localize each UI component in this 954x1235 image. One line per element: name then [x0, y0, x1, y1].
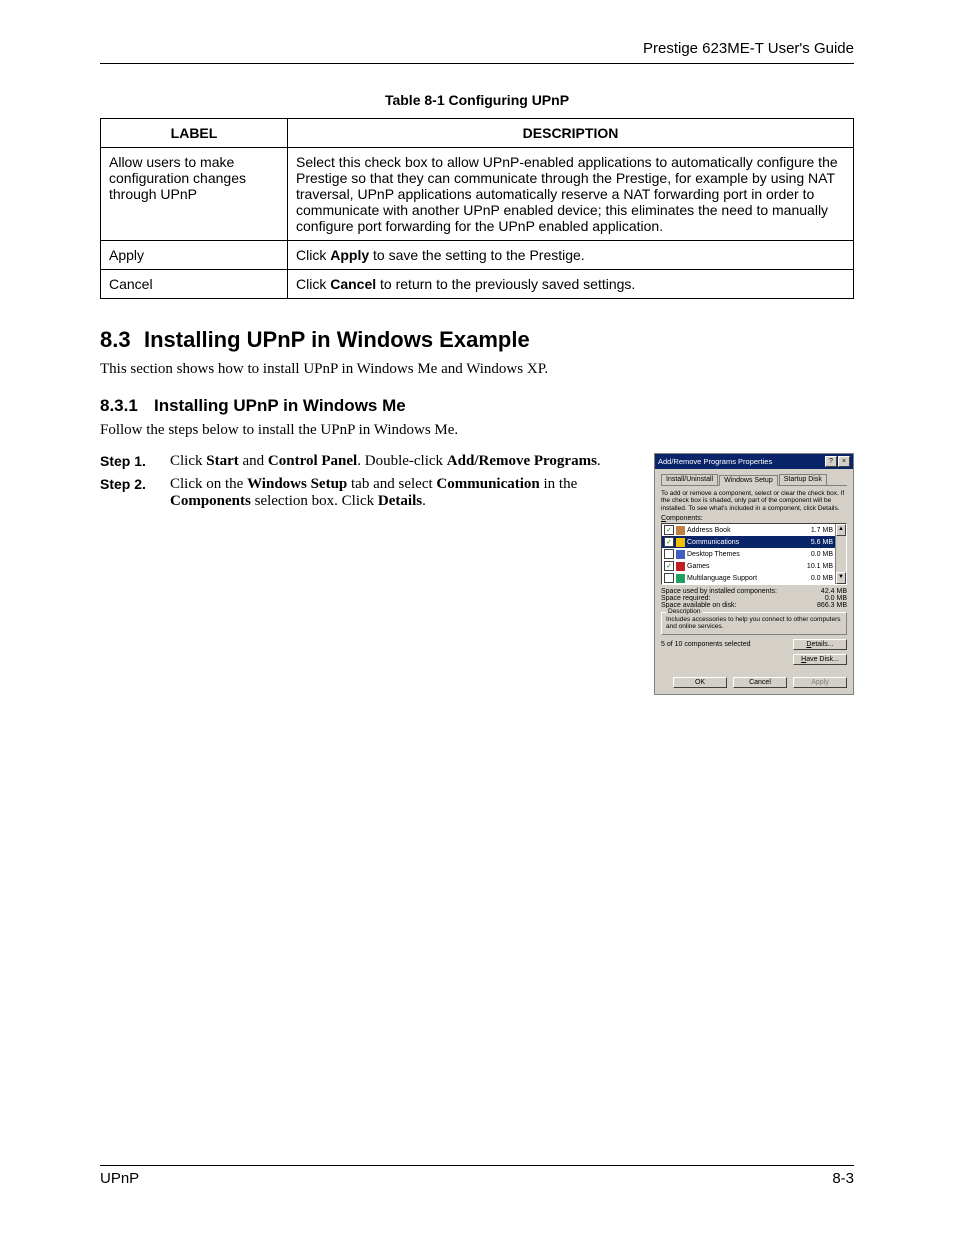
stat-value: 0.0 MB [825, 595, 847, 602]
have-disk-button[interactable]: Have Disk... [793, 654, 847, 665]
header-rule [100, 63, 854, 64]
components-label: Components: [661, 515, 847, 522]
table-row: Allow users to make configuration change… [101, 148, 854, 241]
dialog-screenshot: Add/Remove Programs Properties ?× Instal… [654, 453, 854, 695]
component-name: Address Book [687, 527, 731, 534]
help-icon[interactable]: ? [825, 456, 837, 467]
description-group: Description Includes accessories to help… [661, 612, 847, 635]
subsection-intro: Follow the steps below to install the UP… [100, 422, 854, 439]
table-row: CancelClick Cancel to return to the prev… [101, 270, 854, 299]
stat-row: Space required: 0.0 MB [661, 595, 847, 602]
subsection-heading: 8.3.1Installing UPnP in Windows Me [100, 396, 854, 416]
header-product-title: Prestige 623ME-T User's Guide [100, 40, 854, 57]
dialog-tab[interactable]: Startup Disk [779, 474, 827, 485]
dialog-tab[interactable]: Windows Setup [719, 475, 778, 486]
dialog-tabs: Install/UninstallWindows SetupStartup Di… [661, 474, 847, 486]
component-name: Communications [687, 539, 739, 546]
component-list-item[interactable]: Desktop Themes 0.0 MB [662, 548, 835, 560]
dialog-instructions: To add or remove a component, select or … [661, 490, 847, 512]
step-text: Click Start and Control Panel. Double-cl… [170, 453, 640, 470]
component-size: 10.1 MB [807, 563, 833, 570]
section-title: Installing UPnP in Windows Example [144, 327, 530, 352]
checkbox-icon[interactable]: ✓ [664, 561, 674, 571]
checkbox-icon[interactable]: ✓ [664, 525, 674, 535]
component-icon [676, 574, 685, 583]
component-name: Desktop Themes [687, 551, 740, 558]
step-label: Step 1. [100, 453, 170, 470]
dialog-titlebar: Add/Remove Programs Properties ?× [655, 454, 853, 469]
checkbox-icon[interactable] [664, 549, 674, 559]
dialog-tab[interactable]: Install/Uninstall [661, 474, 718, 485]
table-cell-label: Allow users to make configuration change… [101, 148, 288, 241]
space-stats: Space used by installed components: 42.4 … [661, 588, 847, 609]
table-row: ApplyClick Apply to save the setting to … [101, 241, 854, 270]
apply-button[interactable]: Apply [793, 677, 847, 688]
page-footer: UPnP 8-3 [100, 1165, 854, 1187]
table-cell-description: Click Apply to save the setting to the P… [288, 241, 854, 270]
component-size: 5.6 MB [811, 539, 833, 546]
section-intro: This section shows how to install UPnP i… [100, 361, 854, 378]
section-heading: 8.3Installing UPnP in Windows Example [100, 327, 854, 353]
section-number: 8.3 [100, 327, 144, 353]
stat-label: Space used by installed components: [661, 588, 777, 595]
stat-value: 42.4 MB [821, 588, 847, 595]
component-icon [676, 526, 685, 535]
stat-value: 866.3 MB [817, 602, 847, 609]
table-cell-description: Click Cancel to return to the previously… [288, 270, 854, 299]
details-button[interactable]: Details... [793, 639, 847, 650]
component-size: 0.0 MB [811, 551, 833, 558]
description-group-title: Description [666, 608, 703, 615]
component-icon [676, 550, 685, 559]
components-listbox[interactable]: ✓ Address Book 1.7 MB ✓ Communications 5.6 MB… [661, 523, 847, 585]
footer-right: 8-3 [832, 1170, 854, 1187]
component-list-item[interactable]: ✓ Communications 5.6 MB [662, 536, 835, 548]
add-remove-programs-dialog: Add/Remove Programs Properties ?× Instal… [654, 453, 854, 695]
step-text: Click on the Windows Setup tab and selec… [170, 476, 640, 510]
table-cell-description: Select this check box to allow UPnP-enab… [288, 148, 854, 241]
table-header-label: LABEL [101, 119, 288, 148]
component-icon [676, 538, 685, 547]
component-size: 0.0 MB [811, 575, 833, 582]
table-caption: Table 8-1 Configuring UPnP [100, 92, 854, 108]
step-label: Step 2. [100, 476, 170, 510]
subsection-title: Installing UPnP in Windows Me [154, 396, 406, 415]
step-row: Step 1.Click Start and Control Panel. Do… [100, 453, 640, 470]
selected-count-text: 5 of 10 components selected [661, 641, 751, 648]
checkbox-icon[interactable] [664, 573, 674, 583]
footer-rule [100, 1165, 854, 1166]
subsection-number: 8.3.1 [100, 396, 154, 416]
close-icon[interactable]: × [838, 456, 850, 467]
stat-row: Space used by installed components: 42.4 … [661, 588, 847, 595]
component-list-item[interactable]: Multilanguage Support 0.0 MB [662, 572, 835, 584]
component-name: Multilanguage Support [687, 575, 757, 582]
table-cell-label: Apply [101, 241, 288, 270]
dialog-title-text: Add/Remove Programs Properties [658, 457, 772, 466]
description-group-text: Includes accessories to help you connect… [666, 616, 842, 630]
stat-label: Space required: [661, 595, 710, 602]
cancel-button[interactable]: Cancel [733, 677, 787, 688]
steps-list: Step 1.Click Start and Control Panel. Do… [100, 453, 640, 516]
step-row: Step 2.Click on the Windows Setup tab an… [100, 476, 640, 510]
checkbox-icon[interactable]: ✓ [664, 537, 674, 547]
ok-button[interactable]: OK [673, 677, 727, 688]
component-list-item[interactable]: ✓ Address Book 1.7 MB [662, 524, 835, 536]
scroll-down-icon[interactable]: ▼ [836, 572, 846, 584]
component-list-item[interactable]: ✓ Games 10.1 MB [662, 560, 835, 572]
config-table: LABEL DESCRIPTION Allow users to make co… [100, 118, 854, 299]
scroll-up-icon[interactable]: ▲ [836, 524, 846, 536]
component-name: Games [687, 563, 710, 570]
footer-left: UPnP [100, 1170, 139, 1187]
table-cell-label: Cancel [101, 270, 288, 299]
component-size: 1.7 MB [811, 527, 833, 534]
table-header-description: DESCRIPTION [288, 119, 854, 148]
listbox-scrollbar[interactable]: ▲ ▼ [835, 524, 846, 584]
component-icon [676, 562, 685, 571]
